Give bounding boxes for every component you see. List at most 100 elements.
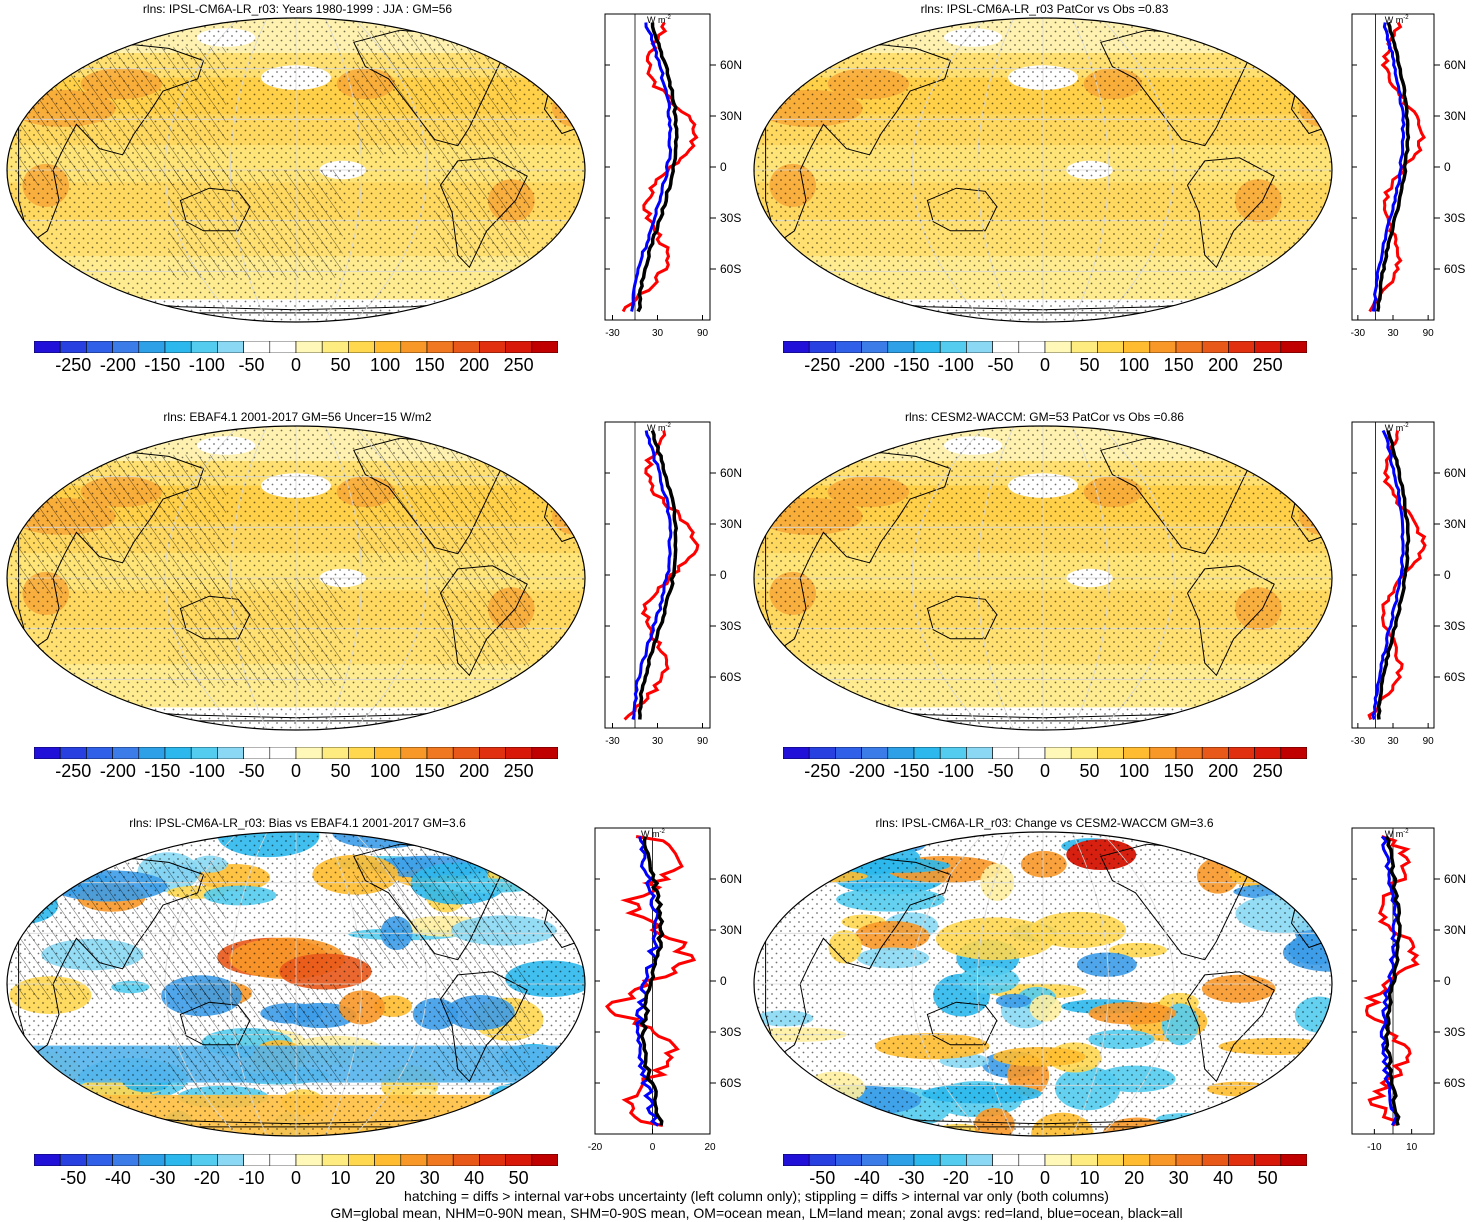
colorbar-swatch <box>1097 746 1124 760</box>
colorbar-tick-label: -50 <box>987 761 1014 781</box>
zonal-unit-label: W m-2 <box>647 423 671 433</box>
colorbar-tick-label: 150 <box>1163 355 1194 375</box>
map-anomaly-patch <box>523 832 564 868</box>
zonal-lat-label: 60N <box>720 58 742 72</box>
zonal-lat-label: 60S <box>720 1076 741 1090</box>
colorbar-labels: -250 -200 -150 -100 -50 0 50 100 150 200 250 <box>34 355 558 377</box>
colorbar-swatch <box>966 746 993 760</box>
map-border <box>753 831 1333 1137</box>
colorbar-swatch <box>992 340 1020 354</box>
colorbar-swatch <box>243 746 271 760</box>
zonal-lat-label: 60N <box>1444 466 1466 480</box>
colorbar-swatch <box>479 340 506 354</box>
colorbar-swatches <box>33 1153 559 1167</box>
colorbar-swatch <box>400 746 428 760</box>
zonal-curve-land <box>621 21 699 313</box>
zonal-curve-land <box>623 430 700 721</box>
zonal-lat-label: 30N <box>720 109 742 123</box>
zonal-x-label: 90 <box>1423 736 1435 747</box>
zonal-unit-label: W m-2 <box>1385 829 1409 839</box>
colorbar-swatch <box>1228 1153 1255 1167</box>
colorbar-swatch <box>505 340 533 354</box>
colorbar-swatch <box>808 340 836 354</box>
colorbar-swatch <box>426 746 454 760</box>
colorbar-swatches <box>782 746 1308 760</box>
colorbar-swatch <box>887 1153 915 1167</box>
colorbar-tick-label: 0 <box>1039 355 1051 375</box>
zonal-plot: W m-2 60N 30N 0 30S 60S -30 30 90 <box>1351 421 1466 747</box>
colorbar-swatch <box>33 746 61 760</box>
colorbar-swatch <box>1070 340 1098 354</box>
colorbar-tick-label: -250 <box>804 761 841 781</box>
colorbar-tick-label: 0 <box>1039 1168 1051 1188</box>
map-anomaly-patch <box>754 832 835 859</box>
colorbar-swatch <box>1201 340 1229 354</box>
colorbar-swatch <box>86 340 113 354</box>
colorbar-swatch <box>243 340 271 354</box>
colorbar-swatch <box>348 746 375 760</box>
colorbar-5: -50 -40 -30 -20 -10 0 10 20 30 40 50 <box>33 1153 559 1188</box>
colorbar-2: -250 -200 -150 -100 -50 0 50 100 150 200 250 <box>782 340 1308 375</box>
hatching <box>16 454 227 594</box>
colorbar-tick-label: -20 <box>942 1168 969 1188</box>
colorbar-tick-label: 100 <box>370 355 401 375</box>
colorbar-swatch <box>939 340 967 354</box>
zonal-lat-label: 30N <box>720 923 742 937</box>
colorbar-swatch <box>33 1153 61 1167</box>
colorbar-labels: -50 -40 -30 -20 -10 0 10 20 30 40 50 <box>34 1168 558 1190</box>
colorbar-4: -250 -200 -150 -100 -50 0 50 100 150 200 250 <box>782 746 1308 781</box>
colorbar-swatch <box>86 1153 113 1167</box>
colorbar-swatches <box>782 1153 1308 1167</box>
zonal-plot: W m-2 60N 30N 0 30S 60S -20 0 20 <box>588 827 742 1153</box>
colorbar-swatch <box>782 340 810 354</box>
zonal-lat-label: 60S <box>1444 1076 1465 1090</box>
colorbar-swatch <box>1149 340 1177 354</box>
colorbar-swatch <box>190 1153 218 1167</box>
map-border <box>6 831 586 1137</box>
colorbar-swatch <box>479 1153 506 1167</box>
colorbar-tick-label: -20 <box>193 1168 220 1188</box>
hatching <box>354 439 518 563</box>
colorbar-swatches <box>33 340 559 354</box>
footer-line-1: hatching = diffs > internal var+obs unce… <box>404 1188 1109 1204</box>
map-anomaly-patch <box>476 1112 568 1127</box>
zonal-x-label: 90 <box>697 328 709 339</box>
zonal-unit-exponent: -2 <box>666 15 672 21</box>
colorbar-swatch <box>374 746 402 760</box>
hatching <box>167 170 343 278</box>
zonal-lat-label: 30N <box>1444 923 1466 937</box>
colorbar-tick-label: 200 <box>1208 355 1239 375</box>
hatching <box>16 860 227 1000</box>
map-panel-4 <box>753 425 1333 731</box>
colorbar-tick-label: 50 <box>1079 355 1100 375</box>
colorbar-swatch <box>1254 1153 1282 1167</box>
zonal-curve-ocean <box>1371 429 1405 720</box>
colorbar-swatch <box>1280 340 1308 354</box>
stippling <box>754 426 1332 730</box>
colorbar-swatch <box>295 1153 323 1167</box>
colorbar-tick-label: -250 <box>55 355 92 375</box>
zonal-lat-label: 30S <box>1444 619 1465 633</box>
colorbar-tick-label: 0 <box>290 761 302 781</box>
colorbar-swatch <box>939 746 967 760</box>
zonal-curve-all <box>1375 21 1411 312</box>
colorbar-tick-label: 50 <box>1079 761 1100 781</box>
zonal-lat-label: 0 <box>720 568 727 582</box>
colorbar-labels: -50 -40 -30 -20 -10 0 10 20 30 40 50 <box>783 1168 1307 1190</box>
hatching <box>435 968 529 1077</box>
colorbar-swatch <box>1175 340 1203 354</box>
zonal-lat-label: 60N <box>720 872 742 886</box>
zonal-plot: W m-2 60N 30N 0 30S 60S -30 30 90 <box>604 421 742 747</box>
colorbar-swatch <box>400 1153 428 1167</box>
zonal-lat-label: 30N <box>1444 517 1466 531</box>
colorbar-tick-label: 50 <box>330 355 351 375</box>
panel-title: rlns: IPSL-CM6A-LR_r03 PatCor vs Obs =0.… <box>920 2 1169 16</box>
zonal-unit-exponent: -2 <box>1403 15 1409 21</box>
zonal-lat-label: 30N <box>1444 109 1466 123</box>
zonal-lat-label: 0 <box>1444 974 1451 988</box>
colorbar-tick-label: 30 <box>419 1168 440 1188</box>
colorbar-tick-label: 0 <box>290 355 302 375</box>
map-panel-3 <box>6 425 586 731</box>
zonal-x-label: 30 <box>652 328 664 339</box>
colorbar-tick-label: -100 <box>188 761 225 781</box>
